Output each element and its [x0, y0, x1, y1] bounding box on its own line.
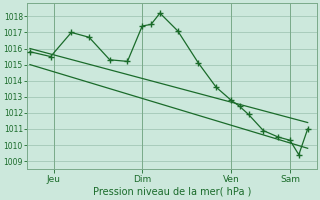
X-axis label: Pression niveau de la mer( hPa ): Pression niveau de la mer( hPa )	[92, 187, 251, 197]
